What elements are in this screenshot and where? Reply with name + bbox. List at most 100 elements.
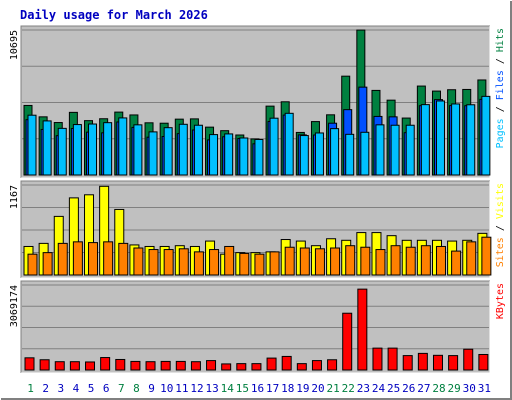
chart-panels: 10695 Pages / Files / Hits 1167 Sites / Vis… (9, 25, 506, 374)
bar-pages-day-6 (103, 122, 113, 176)
bar-pages-day-31 (481, 95, 491, 176)
x-tick-label-day-15: 15 (236, 382, 249, 395)
x-tick-label-day-13: 13 (205, 382, 218, 395)
bar-pages-day-15 (239, 137, 249, 176)
x-tick-label-day-11: 11 (175, 382, 188, 395)
panel-visits: 1167 Sites / Visits (9, 180, 506, 279)
x-tick-label-day-30: 30 (463, 382, 476, 395)
x-tick-label-day-16: 16 (251, 382, 264, 395)
legend-entry-files: Files (495, 70, 506, 100)
bar-pages-day-3 (57, 127, 67, 176)
bar-pages-day-17 (269, 117, 279, 176)
x-tick-label-day-14: 14 (221, 382, 235, 395)
bar-sites-day-13 (209, 249, 220, 276)
bar-sites-day-15 (239, 252, 250, 276)
bar-sites-day-11 (178, 248, 189, 276)
bar-kbytes-day-30 (463, 348, 474, 371)
bar-sites-day-6 (103, 241, 114, 276)
bar-kbytes-day-20 (311, 360, 322, 371)
bar-kbytes-day-12 (190, 361, 201, 371)
bar-sites-day-22 (345, 245, 356, 276)
bar-sites-day-23 (360, 246, 371, 276)
legend-hits: Pages / Files / Hits (495, 28, 506, 148)
x-tick-label-day-25: 25 (387, 382, 400, 395)
bar-pages-day-5 (88, 123, 98, 176)
x-tick-label-day-12: 12 (190, 382, 203, 395)
bar-pages-day-25 (390, 124, 400, 176)
bar-pages-day-26 (405, 124, 415, 176)
x-tick-label-day-3: 3 (58, 382, 65, 395)
x-tick-label-day-5: 5 (88, 382, 95, 395)
bar-pages-day-30 (466, 104, 476, 176)
bar-kbytes-day-14 (221, 363, 232, 371)
bar-pages-day-12 (193, 124, 203, 176)
bar-kbytes-day-9 (145, 361, 156, 371)
bar-pages-day-13 (209, 134, 219, 176)
bar-sites-day-18 (284, 246, 295, 276)
x-axis-day-labels: 1 2 3 4 5 6 7 8 9 10 11 12 13 14 15 16 17 18 19 20 21 22 23 24 2… (27, 382, 491, 395)
bar-pages-day-20 (314, 132, 324, 176)
bar-kbytes-day-25 (387, 347, 398, 371)
bar-kbytes-day-29 (448, 355, 459, 371)
x-tick-label-day-19: 19 (296, 382, 309, 395)
bar-kbytes-day-19 (296, 363, 307, 371)
legend-separator: / (495, 52, 506, 70)
bar-kbytes-day-7 (115, 358, 126, 371)
plot-bevel-dark-kbytes (20, 280, 490, 373)
bar-sites-day-14 (224, 245, 235, 276)
plot-bevel-dark-hits (20, 25, 490, 178)
x-tick-label-day-21: 21 (327, 382, 340, 395)
x-tick-label-day-28: 28 (432, 382, 445, 395)
legend-separator: / (495, 100, 506, 118)
bar-sites-day-16 (254, 253, 265, 276)
bar-pages-day-1 (27, 114, 37, 176)
plot-bevel-light-visits (21, 181, 491, 279)
x-tick-label-day-17: 17 (266, 382, 279, 395)
bar-pages-day-14 (224, 133, 234, 176)
bar-kbytes-day-18 (281, 355, 292, 371)
x-tick-label-day-6: 6 (103, 382, 110, 395)
bar-kbytes-day-4 (69, 361, 80, 371)
bar-sites-day-2 (42, 252, 53, 276)
x-tick-label-day-2: 2 (42, 382, 49, 395)
bar-pages-day-11 (178, 123, 188, 176)
plot-bevel-dark-visits (20, 180, 490, 278)
bar-sites-day-12 (193, 251, 204, 276)
bar-sites-day-31 (481, 236, 492, 276)
x-tick-label-day-9: 9 (148, 382, 155, 395)
x-tick-label-day-10: 10 (160, 382, 173, 395)
plot-bevel-light-kbytes (21, 281, 491, 374)
bar-sites-day-9 (148, 249, 159, 276)
bar-kbytes-day-13 (206, 360, 217, 371)
legend-entry-visits: Visits (495, 183, 506, 219)
bar-kbytes-day-15 (236, 363, 247, 371)
plot-bevel-light-hits (21, 26, 491, 179)
bar-sites-day-28 (435, 245, 446, 276)
bar-kbytes-day-5 (85, 361, 96, 371)
x-tick-label-day-26: 26 (402, 382, 415, 395)
bar-kbytes-day-28 (432, 354, 443, 371)
bar-kbytes-day-24 (372, 347, 383, 371)
x-tick-label-day-27: 27 (417, 382, 430, 395)
bar-sites-day-27 (420, 245, 431, 276)
legend-visits: Sites / Visits (495, 183, 506, 267)
bar-sites-day-8 (133, 247, 144, 276)
bar-pages-day-28 (435, 100, 445, 176)
x-tick-label-day-24: 24 (372, 382, 386, 395)
bar-pages-day-27 (420, 104, 430, 176)
bar-kbytes-day-21 (327, 359, 338, 371)
bar-sites-day-20 (314, 248, 325, 276)
bar-pages-day-9 (148, 131, 158, 176)
legend-entry-pages: Pages (495, 118, 506, 148)
legend-separator: / (495, 219, 506, 237)
bar-pages-day-29 (451, 103, 461, 176)
x-tick-label-day-18: 18 (281, 382, 294, 395)
y-max-label-visits: 1167 (9, 185, 20, 209)
bar-kbytes-day-31 (478, 353, 489, 371)
bar-sites-day-29 (451, 250, 462, 276)
bar-pages-day-8 (133, 124, 143, 176)
bar-kbytes-day-22 (342, 312, 353, 371)
bar-pages-day-24 (375, 124, 385, 176)
panel-hits: 10695 Pages / Files / Hits (9, 25, 506, 179)
x-tick-label-day-4: 4 (73, 382, 80, 395)
